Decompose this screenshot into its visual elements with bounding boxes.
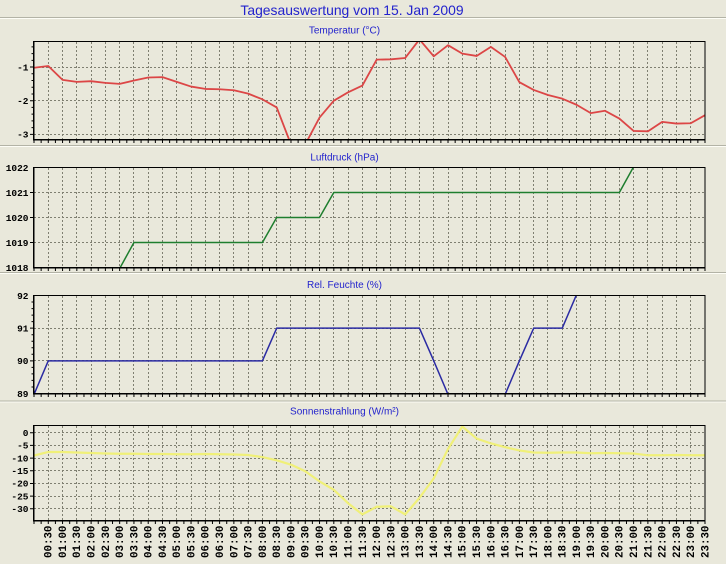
svg-text:15:30: 15:30 [472, 526, 484, 558]
svg-text:19:00: 19:00 [572, 526, 584, 558]
svg-text:10:00: 10:00 [315, 526, 327, 558]
svg-text:14:00: 14:00 [429, 526, 441, 558]
svg-text:92: 92 [17, 291, 29, 302]
svg-text:00:30: 00:30 [44, 526, 56, 558]
svg-text:14:30: 14:30 [443, 526, 455, 558]
svg-text:18:30: 18:30 [558, 526, 570, 558]
svg-text:-20: -20 [11, 479, 28, 490]
svg-text:13:00: 13:00 [401, 526, 413, 558]
svg-text:19:30: 19:30 [586, 526, 598, 558]
svg-text:08:00: 08:00 [258, 526, 270, 558]
svg-text:13:30: 13:30 [415, 526, 427, 558]
svg-text:Sonnenstrahlung (W/m²): Sonnenstrahlung (W/m²) [290, 407, 399, 418]
svg-text:02:00: 02:00 [87, 526, 99, 558]
svg-text:16:30: 16:30 [501, 526, 513, 558]
svg-text:21:30: 21:30 [643, 526, 655, 558]
svg-text:Rel. Feuchte (%): Rel. Feuchte (%) [307, 280, 382, 291]
svg-text:20:30: 20:30 [615, 526, 627, 558]
svg-text:1022: 1022 [6, 163, 29, 174]
svg-text:18:00: 18:00 [543, 526, 555, 558]
svg-text:06:00: 06:00 [201, 526, 213, 558]
svg-text:12:30: 12:30 [386, 526, 398, 558]
svg-text:-1: -1 [17, 62, 29, 73]
svg-text:11:00: 11:00 [343, 526, 355, 558]
svg-text:-3: -3 [17, 130, 29, 141]
svg-text:01:30: 01:30 [72, 526, 84, 558]
svg-text:23:30: 23:30 [700, 526, 712, 558]
svg-text:91: 91 [17, 323, 29, 334]
svg-text:17:00: 17:00 [515, 526, 527, 558]
svg-text:-15: -15 [11, 466, 28, 477]
svg-text:90: 90 [17, 356, 29, 367]
svg-text:1021: 1021 [6, 188, 29, 199]
svg-text:17:30: 17:30 [529, 526, 541, 558]
svg-text:20:00: 20:00 [600, 526, 612, 558]
svg-text:08:30: 08:30 [272, 526, 284, 558]
svg-text:23:00: 23:00 [686, 526, 698, 558]
svg-text:89: 89 [17, 389, 29, 400]
svg-text:1019: 1019 [6, 238, 29, 249]
svg-text:22:00: 22:00 [658, 526, 670, 558]
svg-text:-30: -30 [11, 504, 28, 515]
svg-text:07:30: 07:30 [244, 526, 256, 558]
svg-text:05:30: 05:30 [186, 526, 198, 558]
svg-text:Tagesauswertung vom 15. Jan 20: Tagesauswertung vom 15. Jan 2009 [240, 2, 463, 18]
svg-text:1018: 1018 [6, 263, 29, 274]
svg-text:16:00: 16:00 [486, 526, 498, 558]
svg-text:01:00: 01:00 [58, 526, 70, 558]
svg-text:09:00: 09:00 [286, 526, 298, 558]
svg-text:03:00: 03:00 [115, 526, 127, 558]
svg-text:22:30: 22:30 [672, 526, 684, 558]
svg-text:12:00: 12:00 [372, 526, 384, 558]
svg-text:-10: -10 [11, 453, 28, 464]
svg-text:03:30: 03:30 [129, 526, 141, 558]
svg-text:05:00: 05:00 [172, 526, 184, 558]
svg-text:04:30: 04:30 [158, 526, 170, 558]
svg-text:10:30: 10:30 [329, 526, 341, 558]
svg-text:-5: -5 [17, 441, 29, 452]
svg-text:09:30: 09:30 [301, 526, 313, 558]
svg-text:07:00: 07:00 [229, 526, 241, 558]
svg-text:0: 0 [23, 428, 29, 439]
svg-text:04:00: 04:00 [144, 526, 156, 558]
svg-text:-2: -2 [17, 96, 29, 107]
svg-text:21:00: 21:00 [629, 526, 641, 558]
svg-text:Temperatur (°C): Temperatur (°C) [309, 26, 380, 37]
svg-text:Luftdruck (hPa): Luftdruck (hPa) [310, 153, 378, 164]
svg-text:06:30: 06:30 [215, 526, 227, 558]
svg-text:15:00: 15:00 [458, 526, 470, 558]
svg-text:11:30: 11:30 [358, 526, 370, 558]
svg-text:02:30: 02:30 [101, 526, 113, 558]
svg-text:-25: -25 [11, 491, 28, 502]
svg-text:1020: 1020 [6, 213, 29, 224]
